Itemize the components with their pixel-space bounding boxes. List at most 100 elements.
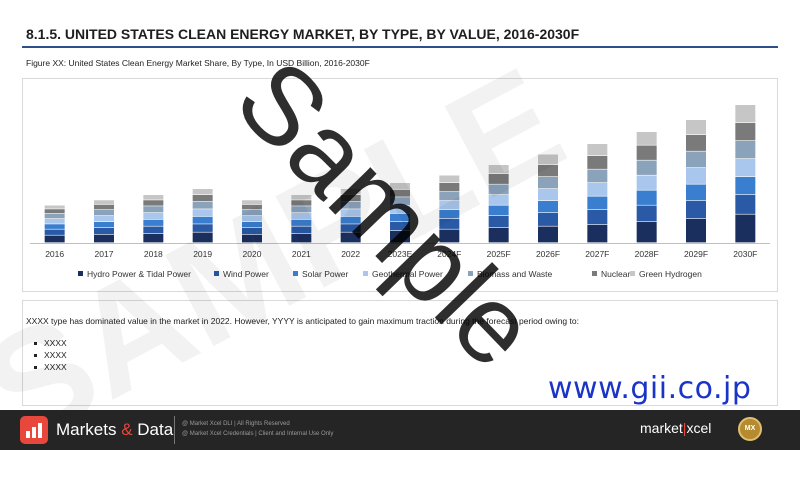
bar-segment-2017-5: [94, 204, 114, 210]
bar-segment-2021-6: [291, 195, 312, 200]
bar-segment-2021-1: [291, 226, 312, 234]
bar-segment-2019-6: [192, 189, 213, 195]
footer-bar: [0, 410, 800, 450]
bar-segment-2023E-0: [390, 231, 410, 243]
bar-segment-2018-5: [143, 200, 164, 206]
bar-segment-2029F-0: [686, 219, 706, 243]
bar-segment-2016-4: [44, 213, 65, 219]
legend-label: Wind Power: [223, 269, 269, 279]
bar-segment-2021-2: [291, 219, 312, 226]
bar-segment-2022-5: [340, 195, 361, 202]
bar-segment-2025F-6: [488, 165, 509, 174]
bar-segment-2021-4: [291, 206, 312, 213]
bar-segment-2029F-3: [686, 168, 706, 184]
bar-segment-2019-0: [192, 232, 213, 243]
title-divider: [22, 46, 778, 48]
chart-frame: [22, 78, 778, 292]
bar-segment-2023E-2: [390, 213, 410, 222]
bar-segment-2023E-4: [390, 197, 410, 205]
bar-segment-2023E-3: [390, 205, 410, 214]
bar-segment-2027F-6: [587, 144, 608, 156]
bar-segment-2021-3: [291, 213, 312, 220]
bar-segment-2024F-5: [439, 183, 460, 192]
x-tick-label: 2018: [144, 249, 163, 259]
bar-segment-2030F-0: [735, 214, 756, 243]
bar-segment-2024F-3: [439, 201, 460, 210]
bar-segment-2022-6: [340, 189, 361, 195]
bar-segment-2026F-1: [538, 213, 558, 226]
bar-segment-2024F-6: [439, 175, 460, 183]
bar-segment-2027F-0: [587, 225, 608, 243]
bar-segment-2020-5: [242, 204, 262, 210]
bar-segment-2020-0: [242, 234, 262, 243]
bar-segment-2019-3: [192, 209, 213, 217]
legend-swatch: [468, 271, 473, 276]
bar-segment-2029F-4: [686, 151, 706, 168]
x-tick-label: 2030F: [733, 249, 757, 259]
bar-segment-2028F-4: [636, 160, 657, 175]
bar-segment-2030F-6: [735, 105, 756, 123]
legend-swatch: [592, 271, 597, 276]
bar-segment-2025F-3: [488, 195, 509, 205]
footer-divider: [174, 416, 175, 444]
x-tick-label: 2024F: [437, 249, 461, 259]
bar-segment-2028F-0: [636, 222, 657, 243]
bar-segment-2020-3: [242, 216, 262, 222]
legend-label: Solar Power: [302, 269, 348, 279]
bar-segment-2020-2: [242, 222, 262, 228]
bar-segment-2018-6: [143, 195, 164, 200]
bar-segment-2017-2: [94, 222, 114, 228]
bar-segment-2022-4: [340, 201, 361, 209]
x-tick-label: 2027F: [585, 249, 609, 259]
bar-segment-2026F-0: [538, 226, 558, 243]
bar-segment-2021-5: [291, 200, 312, 206]
bar-segment-2024F-4: [439, 192, 460, 201]
bar-segment-2024F-1: [439, 219, 460, 229]
bullet-item: XXXX: [34, 362, 67, 372]
bar-segment-2024F-2: [439, 210, 460, 219]
gii-url-stamp: www.gii.co.jp: [548, 371, 752, 406]
bar-segment-2029F-5: [686, 135, 706, 151]
bar-segment-2026F-4: [538, 177, 558, 189]
bar-segment-2030F-1: [735, 195, 756, 214]
bar-segment-2023E-5: [390, 189, 410, 197]
bar-segment-2021-0: [291, 234, 312, 243]
bar-segment-2030F-5: [735, 123, 756, 141]
legend-swatch: [363, 271, 368, 276]
legend-label: Nuclear: [601, 269, 630, 279]
summary-bullets: XXXX XXXX XXXX: [34, 337, 67, 373]
bar-segment-2030F-3: [735, 159, 756, 177]
x-tick-label: 2026F: [536, 249, 560, 259]
summary-text: XXXX type has dominated value in the mar…: [26, 316, 579, 326]
bar-segment-2025F-1: [488, 216, 509, 228]
x-tick-label: 2029F: [684, 249, 708, 259]
x-tick-label: 2020: [243, 249, 262, 259]
page-title: 8.1.5. UNITED STATES CLEAN ENERGY MARKET…: [26, 26, 580, 42]
bar-segment-2030F-2: [735, 177, 756, 195]
bar-segment-2020-4: [242, 210, 262, 216]
markets-and-data-logo-icon: [20, 416, 48, 444]
bar-segment-2022-2: [340, 216, 361, 224]
bar-segment-2017-4: [94, 210, 114, 216]
bar-segment-2016-6: [44, 205, 65, 209]
bar-segment-2028F-3: [636, 175, 657, 190]
bar-segment-2022-3: [340, 209, 361, 217]
bar-segment-2027F-2: [587, 196, 608, 210]
x-tick-label: 2017: [95, 249, 114, 259]
bar-segment-2027F-4: [587, 169, 608, 183]
bar-segment-2025F-2: [488, 205, 509, 216]
bar-segment-2023E-6: [390, 183, 410, 190]
bar-segment-2026F-5: [538, 165, 558, 177]
bar-segment-2022-1: [340, 224, 361, 232]
legend-swatch: [293, 271, 298, 276]
bar-segment-2024F-0: [439, 229, 460, 243]
legend-swatch: [214, 271, 219, 276]
x-tick-label: 2022: [341, 249, 360, 259]
bar-segment-2018-0: [143, 234, 164, 243]
bar-segment-2025F-0: [488, 228, 509, 243]
bar-segment-2028F-6: [636, 132, 657, 145]
legend-label: Geothermal Power: [372, 269, 443, 279]
x-tick-label: 2021: [292, 249, 311, 259]
legal-notice: @ Market Xcel DLI | All Rights Reserved …: [182, 421, 334, 437]
marketxcel-logo: market|xcel: [640, 420, 712, 436]
